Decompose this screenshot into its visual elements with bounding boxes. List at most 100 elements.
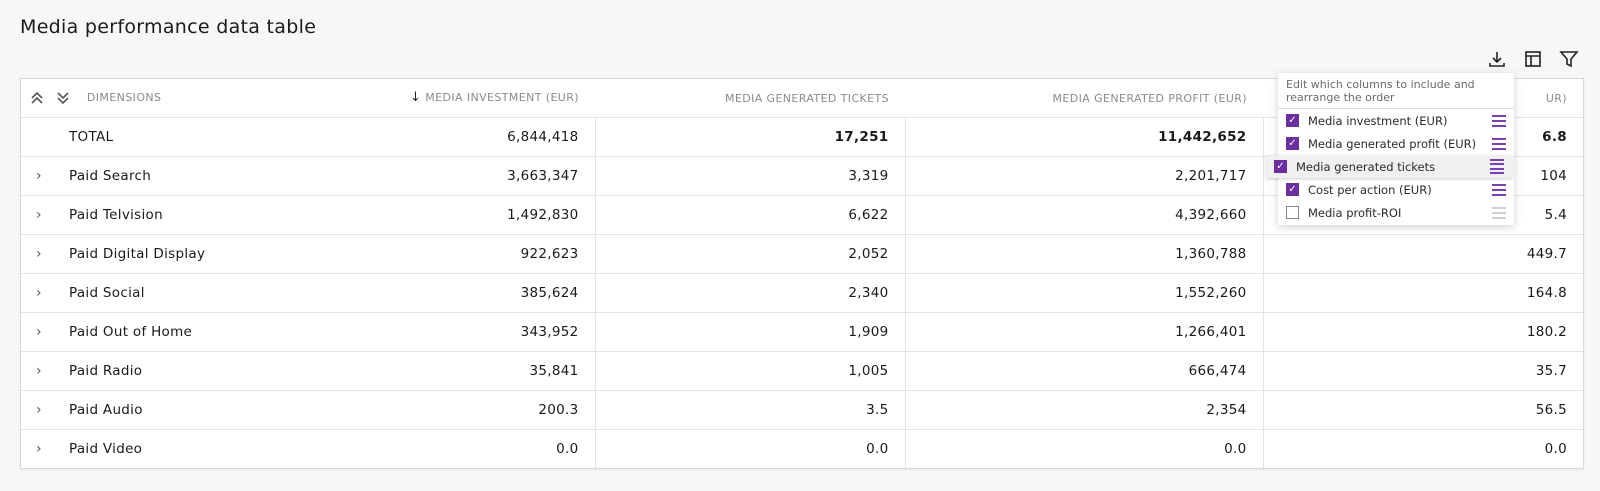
dimension-name: Paid Radio (69, 363, 143, 379)
column-editor-hint: Edit which columns to include and rearra… (1278, 73, 1514, 109)
column-checkbox[interactable] (1286, 206, 1299, 219)
chevron-right-icon[interactable]: › (36, 402, 42, 418)
media-generated-tickets-value: 3.5 (594, 390, 905, 430)
dimension-name: Paid Search (69, 168, 152, 184)
chevron-right-icon[interactable]: › (36, 324, 42, 340)
dimension-cell: › Paid Radio 35,841 (21, 351, 595, 391)
drag-handle-icon[interactable] (1490, 158, 1504, 175)
chevron-right-icon[interactable]: › (36, 207, 42, 223)
media-generated-profit-value: 1,360,788 (904, 234, 1263, 274)
dimension-cell: › Paid Telvision 1,492,830 (21, 195, 595, 235)
media-investment-value: 1,492,830 (507, 207, 579, 223)
media-generated-tickets-value: 0.0 (594, 429, 905, 468)
dimension-name: Paid Video (69, 441, 143, 457)
media-investment-value: 6,844,418 (507, 129, 579, 145)
media-generated-tickets-value: 2,340 (594, 273, 905, 313)
media-generated-profit-header[interactable]: MEDIA GENERATED PROFIT (EUR) (905, 79, 1263, 118)
media-investment-value: 385,624 (520, 285, 579, 301)
page-title: Media performance data table (20, 16, 317, 38)
column-option-label: Media profit-ROI (1308, 205, 1402, 220)
dimension-cell: TOTAL 6,844,418 (21, 118, 595, 157)
dimension-name: TOTAL (69, 129, 114, 145)
column-editor-popover: Edit which columns to include and rearra… (1266, 73, 1514, 225)
dimension-cell: › Paid Video 0.0 (21, 429, 595, 468)
media-generated-tickets-value: 3,319 (594, 156, 905, 196)
table-row[interactable]: › Paid Telvision 1,492,830 6,622 4,392,660 5.… (21, 195, 1583, 235)
dimension-cell: › Paid Out of Home 343,952 (21, 312, 595, 352)
media-investment-value: 200.3 (538, 402, 579, 418)
media-generated-tickets-value: 1,005 (594, 351, 905, 391)
column-checkbox[interactable] (1286, 183, 1299, 196)
drag-handle-icon[interactable] (1492, 114, 1506, 127)
media-generated-profit-value: 2,354 (904, 390, 1263, 430)
media-investment-value: 3,663,347 (507, 168, 579, 184)
media-investment-header[interactable]: ↓ MEDIA INVESTMENT (EUR) (409, 90, 579, 105)
media-generated-profit-value: 11,442,652 (904, 117, 1263, 157)
column-option[interactable]: Media investment (EUR) (1278, 109, 1514, 132)
dimension-cell: › Paid Digital Display 922,623 (21, 234, 595, 274)
cost-per-action-value: 0.0 (1262, 429, 1583, 468)
media-generated-profit-value: 4,392,660 (904, 195, 1263, 235)
cost-per-action-value: 180.2 (1262, 312, 1583, 352)
expand-all-icon[interactable] (55, 90, 71, 106)
chevron-right-icon[interactable]: › (36, 363, 42, 379)
arrow-down-icon: ↓ (409, 90, 422, 105)
download-button[interactable] (1486, 48, 1508, 70)
chevron-right-icon[interactable]: › (36, 441, 42, 457)
media-generated-profit-value: 0.0 (904, 429, 1263, 468)
column-option[interactable]: Media profit-ROI (1278, 201, 1514, 224)
column-option[interactable]: Cost per action (EUR) (1278, 178, 1514, 201)
columns-button[interactable] (1522, 48, 1544, 70)
dimension-cell: › Paid Social 385,624 (21, 273, 595, 313)
dimension-name: Paid Digital Display (69, 246, 206, 262)
table-row[interactable]: › Paid Digital Display 922,623 2,052 1,360,7… (21, 234, 1583, 274)
dimensions-header: DIMENSIONS ↓ MEDIA INVESTMENT (EUR) (21, 79, 595, 118)
column-option[interactable]: Media generated tickets (1266, 155, 1512, 178)
dimensions-header-label: DIMENSIONS (86, 91, 162, 104)
table-row[interactable]: › Paid Video 0.0 0.0 0.0 0.0 (21, 429, 1583, 468)
table-row[interactable]: › Paid Audio 200.3 3.5 2,354 56.5 (21, 390, 1583, 430)
column-checkbox[interactable] (1286, 114, 1299, 127)
column-checkbox[interactable] (1286, 137, 1299, 150)
filter-button[interactable] (1558, 48, 1580, 70)
table-row[interactable]: › Paid Radio 35,841 1,005 666,474 35.7 (21, 351, 1583, 391)
column-option[interactable]: Media generated profit (EUR) (1278, 132, 1514, 155)
chevron-right-icon[interactable]: › (36, 285, 42, 301)
table-toolbar (1486, 48, 1580, 70)
chevron-right-icon[interactable]: › (36, 168, 42, 184)
table-row[interactable]: › Paid Out of Home 343,952 1,909 1,266,401 18… (21, 312, 1583, 352)
dimension-name: Paid Social (69, 285, 145, 301)
dimension-name: Paid Out of Home (69, 324, 193, 340)
media-generated-tickets-value: 2,052 (594, 234, 905, 274)
download-icon (1489, 52, 1505, 67)
column-option-label: Media generated profit (EUR) (1308, 136, 1477, 151)
drag-handle-icon[interactable] (1492, 206, 1506, 219)
drag-handle-icon[interactable] (1492, 137, 1506, 150)
media-generated-profit-value: 1,266,401 (904, 312, 1263, 352)
media-generated-tickets-header[interactable]: MEDIA GENERATED TICKETS (595, 79, 905, 118)
column-option-label: Media investment (EUR) (1308, 113, 1448, 128)
cost-per-action-value: 35.7 (1262, 351, 1583, 391)
dimension-name: Paid Telvision (69, 207, 163, 223)
media-generated-tickets-value: 17,251 (594, 117, 905, 157)
columns-icon (1525, 51, 1541, 67)
chevron-right-icon[interactable]: › (36, 246, 42, 262)
cost-per-action-value: 449.7 (1262, 234, 1583, 274)
cost-per-action-value: 164.8 (1262, 273, 1583, 313)
column-option-label: Cost per action (EUR) (1308, 182, 1432, 197)
dimension-name: Paid Audio (69, 402, 143, 418)
collapse-all-icon[interactable] (29, 90, 45, 106)
media-generated-profit-value: 2,201,717 (904, 156, 1263, 196)
media-investment-value: 0.0 (556, 441, 579, 457)
media-investment-value: 922,623 (520, 246, 579, 262)
media-generated-tickets-value: 6,622 (594, 195, 905, 235)
table-row[interactable]: › Paid Social 385,624 2,340 1,552,260 164.8 (21, 273, 1583, 313)
media-generated-profit-value: 1,552,260 (904, 273, 1263, 313)
column-checkbox[interactable] (1274, 160, 1287, 173)
dimension-cell: › Paid Audio 200.3 (21, 390, 595, 430)
drag-handle-icon[interactable] (1492, 183, 1506, 196)
media-generated-tickets-value: 1,909 (594, 312, 905, 352)
dimension-cell: › Paid Search 3,663,347 (21, 156, 595, 196)
cost-per-action-value: 56.5 (1262, 390, 1583, 430)
column-option-label: Media generated tickets (1296, 159, 1436, 174)
